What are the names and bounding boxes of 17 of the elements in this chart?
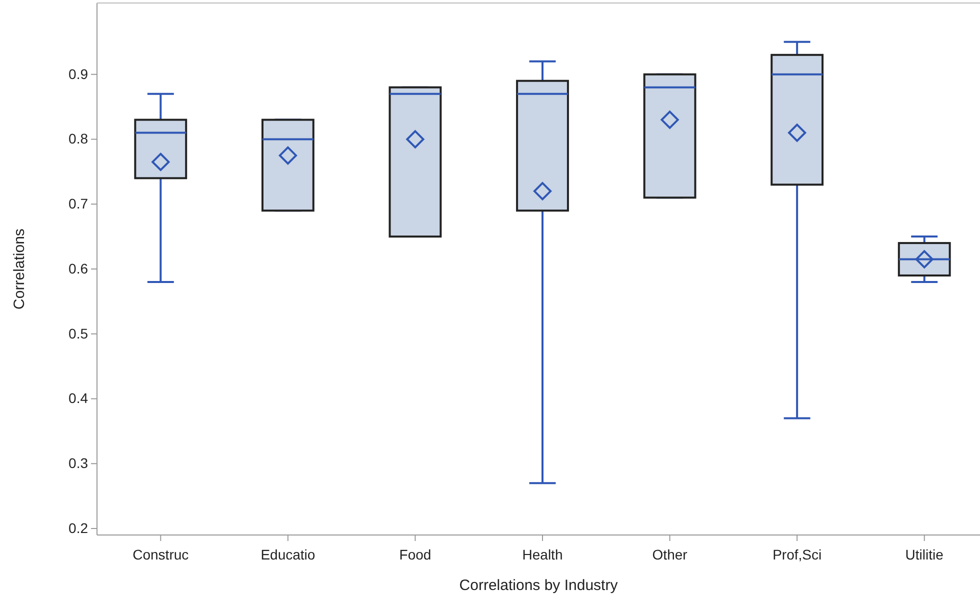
y-tick-label: 0.9: [68, 66, 88, 82]
y-axis-title: Correlations: [11, 228, 28, 310]
x-tick-label: Other: [652, 546, 688, 562]
y-tick-label: 0.6: [68, 260, 88, 276]
y-tick-label: 0.5: [68, 325, 88, 342]
y-tick-label: 0.3: [68, 455, 88, 472]
x-tick-label: Health: [522, 546, 563, 562]
x-tick-label: Prof,Sci: [772, 546, 822, 562]
x-tick-label: Construc: [132, 546, 189, 562]
x-axis-title: Correlations by Industry: [459, 577, 618, 594]
x-tick-label: Food: [399, 546, 432, 562]
y-tick-label: 0.8: [68, 130, 88, 147]
y-tick-label: 0.4: [68, 390, 88, 406]
x-tick-label: Educatio: [260, 546, 316, 562]
y-tick-label: 0.7: [68, 196, 88, 212]
y-tick-label: 0.2: [68, 520, 88, 536]
x-tick-label: Utilitie: [905, 546, 944, 562]
